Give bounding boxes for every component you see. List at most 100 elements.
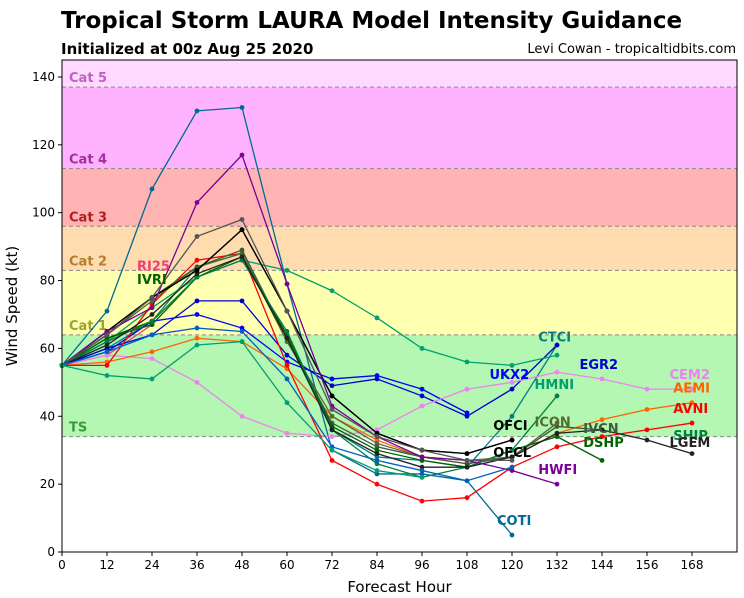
data-point	[239, 339, 245, 345]
data-point	[374, 451, 380, 456]
y-tick-label: 140	[32, 70, 55, 84]
series-label-ctci: CTCI	[538, 331, 571, 346]
series-label-cem2: CEM2	[670, 368, 710, 383]
y-tick-label: 0	[47, 545, 55, 559]
data-point	[194, 298, 200, 304]
data-point	[194, 312, 200, 317]
data-point	[239, 298, 245, 304]
data-point	[149, 349, 155, 355]
data-point	[599, 457, 605, 463]
series-label-coti: COTI	[497, 514, 531, 529]
data-point	[554, 352, 560, 358]
y-tick-label: 80	[40, 274, 55, 288]
data-point	[554, 393, 560, 399]
data-point	[194, 108, 200, 114]
data-point	[419, 403, 425, 409]
data-point	[599, 376, 605, 382]
band-label: TS	[69, 421, 87, 436]
band-cat-5	[62, 60, 737, 88]
data-point	[329, 457, 335, 463]
band-label: Cat 3	[69, 210, 107, 225]
data-point	[419, 454, 425, 460]
data-point	[374, 373, 380, 378]
category-bands: TS Cat 1 Cat 2 Cat 3 Cat 4 Cat 5	[62, 60, 737, 438]
data-point	[419, 474, 425, 480]
data-point	[104, 339, 110, 345]
x-tick-label: 132	[546, 558, 569, 572]
data-point	[554, 444, 560, 450]
x-tick-label: 24	[144, 558, 159, 572]
data-point	[239, 152, 245, 158]
data-point	[239, 325, 245, 331]
data-point	[599, 427, 605, 433]
data-point	[284, 308, 290, 314]
band-ts	[62, 334, 737, 437]
data-point	[239, 227, 245, 233]
y-tick-label: 60	[40, 341, 55, 355]
data-point	[509, 464, 515, 470]
data-point	[419, 447, 425, 453]
data-point	[239, 247, 245, 253]
data-point	[194, 335, 200, 341]
series-label-egr2: EGR2	[580, 358, 619, 373]
data-point	[149, 376, 155, 382]
series-label-ship: SHIP	[673, 429, 708, 444]
data-point	[329, 383, 335, 389]
data-point	[464, 413, 470, 419]
data-point	[194, 342, 200, 348]
data-point	[509, 379, 515, 385]
data-point	[509, 386, 515, 392]
band-label: Cat 1	[69, 319, 107, 334]
data-point	[374, 457, 380, 463]
data-point	[419, 498, 425, 504]
x-tick-label: 60	[279, 558, 294, 572]
data-point	[374, 447, 380, 453]
data-point	[149, 305, 155, 311]
data-point	[149, 332, 155, 338]
data-point	[104, 329, 110, 334]
series-label-avni: AVNI	[673, 402, 708, 417]
series-label-aemi: AEMI	[673, 382, 710, 397]
series-line-ukx2	[61, 313, 468, 414]
y-tick-label: 40	[40, 409, 55, 423]
data-point	[194, 267, 200, 273]
x-tick-label: 12	[99, 558, 114, 572]
data-point	[284, 352, 290, 358]
data-point	[374, 315, 380, 321]
x-tick-label: 84	[369, 558, 384, 572]
data-point	[149, 356, 155, 361]
data-point	[149, 186, 155, 192]
x-tick-label: 108	[456, 558, 479, 572]
data-point	[419, 393, 425, 399]
data-point	[509, 457, 515, 463]
data-point	[329, 376, 335, 382]
band-cat-1	[62, 270, 737, 335]
data-point	[329, 413, 335, 419]
data-point	[329, 427, 335, 433]
x-axis-label: Forecast Hour	[347, 578, 452, 596]
x-tick-label: 144	[591, 558, 614, 572]
data-point	[284, 329, 290, 334]
data-point	[284, 362, 290, 368]
data-point	[239, 329, 245, 334]
series-label-hwfi: HWFI	[538, 463, 577, 478]
data-point	[419, 346, 425, 351]
data-point	[239, 413, 245, 419]
y-tick-label: 20	[40, 477, 55, 491]
series-layer	[59, 105, 695, 538]
data-point	[149, 318, 155, 324]
data-point	[464, 495, 470, 501]
data-point	[689, 451, 695, 456]
data-point	[104, 373, 110, 378]
data-point	[599, 417, 605, 423]
x-tick-label: 72	[324, 558, 339, 572]
data-point	[374, 481, 380, 487]
data-point	[284, 267, 290, 273]
data-point	[419, 471, 425, 477]
data-point	[419, 457, 425, 463]
band-label: Cat 2	[69, 254, 107, 269]
x-tick-label: 48	[234, 558, 249, 572]
data-point	[329, 288, 335, 294]
